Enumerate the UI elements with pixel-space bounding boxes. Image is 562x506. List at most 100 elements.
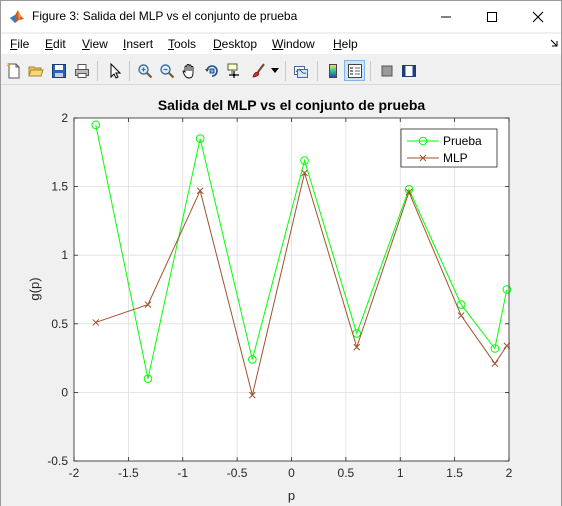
legend-icon	[347, 63, 362, 78]
legend-prueba-label: Prueba	[443, 134, 482, 148]
legend[interactable]: Prueba MLP	[400, 128, 498, 168]
series-mlp-point	[196, 187, 204, 195]
brush-button[interactable]	[247, 60, 268, 81]
link-plot-button[interactable]	[290, 60, 311, 81]
series-prueba-point	[456, 300, 466, 309]
zoom-out-icon	[159, 63, 174, 78]
menu-bar: File Edit View Insert Tools Desktop Wind…	[1, 34, 561, 54]
legend-prueba-marker	[418, 136, 428, 146]
matlab-logo-icon	[9, 8, 25, 24]
legend-box	[400, 128, 498, 168]
x-tick-label: 1.5	[446, 466, 463, 480]
series-mlp-point	[457, 312, 465, 319]
rotate-3d-icon	[204, 64, 218, 77]
minimize-button[interactable]	[423, 1, 469, 32]
series-prueba-point	[143, 374, 153, 383]
menu-insert[interactable]: Insert	[123, 37, 154, 51]
zoom-out-button[interactable]	[156, 60, 177, 81]
toolbar-separator	[317, 61, 318, 81]
toolbar-separator	[370, 61, 371, 81]
edit-plot-button[interactable]	[104, 60, 125, 81]
series-layer	[91, 120, 512, 399]
axis-ticks: -2 -1.5 -1 -0.5 0 0.5 1 1.5 2 -0.5 0 0.5 1 1.5 2	[47, 111, 512, 480]
y-tick-label: 2	[61, 111, 68, 125]
plot-title: Salida del MLP vs el conjunto de prueba	[158, 97, 426, 113]
hide-plot-tools-button[interactable]	[376, 60, 397, 81]
series-mlp-point	[92, 319, 100, 326]
open-file-button[interactable]	[25, 60, 46, 81]
x-tick-label: 2	[506, 466, 513, 480]
maximize-icon	[487, 11, 497, 22]
series-prueba-point	[502, 285, 512, 294]
menu-window[interactable]: Window	[272, 37, 315, 51]
window-title: Figure 3: Salida del MLP vs el conjunto …	[32, 9, 298, 23]
figure-toolbar	[1, 57, 561, 85]
brush-dropdown-icon	[271, 67, 279, 73]
data-cursor-button[interactable]	[224, 60, 245, 81]
show-plot-tools-button[interactable]	[398, 60, 419, 81]
close-icon	[532, 11, 544, 22]
series-mlp-point	[248, 391, 256, 399]
y-tick-label: 0.5	[51, 317, 68, 331]
menu-help[interactable]: Help	[333, 37, 358, 51]
series-mlp-point	[301, 169, 308, 177]
series-mlp-point	[144, 301, 152, 308]
y-axis-label: g(p)	[27, 277, 42, 300]
new-figure-button[interactable]	[3, 60, 24, 81]
maximize-button[interactable]	[469, 1, 515, 32]
legend-mlp-label: MLP	[443, 151, 468, 165]
link-plot-icon	[293, 65, 308, 78]
save-button[interactable]	[48, 60, 69, 81]
menu-file[interactable]: File	[10, 37, 30, 51]
series-mlp-line	[95, 170, 508, 396]
x-tick-label: -0.5	[227, 466, 248, 480]
menu-tools[interactable]: Tools	[168, 37, 197, 51]
x-tick-label: -2	[69, 466, 80, 480]
close-button[interactable]	[515, 1, 561, 32]
x-tick-label: -1.5	[118, 466, 139, 480]
series-mlp-point	[353, 343, 361, 351]
print-button[interactable]	[71, 60, 92, 81]
series-mlp-point	[405, 188, 413, 196]
x-tick-label: 0.5	[338, 466, 355, 480]
zoom-in-button[interactable]	[134, 60, 155, 81]
y-tick-label: -0.5	[47, 454, 68, 468]
x-tick-label: -1	[177, 466, 188, 480]
open-file-icon	[27, 66, 44, 76]
y-tick-label: 0	[61, 385, 68, 399]
series-prueba-point	[248, 355, 257, 364]
menu-desktop[interactable]: Desktop	[213, 37, 258, 51]
legend-button[interactable]	[344, 60, 365, 81]
series-prueba-point	[490, 344, 500, 353]
menu-view[interactable]: View	[82, 37, 108, 51]
menu-edit[interactable]: Edit	[45, 37, 66, 51]
x-tick-label: 1	[397, 466, 404, 480]
new-figure-icon	[6, 62, 19, 78]
pan-hand-icon	[182, 63, 193, 78]
legend-mlp-marker	[419, 154, 427, 162]
pan-button[interactable]	[178, 60, 199, 81]
brush-icon	[252, 62, 265, 77]
title-bar[interactable]: Figure 3: Salida del MLP vs el conjunto …	[1, 1, 561, 32]
x-tick-label: 0	[288, 466, 295, 480]
zoom-in-icon	[137, 63, 152, 78]
show-plot-tools-icon	[401, 64, 416, 77]
menu-overflow-arrow-icon[interactable]	[549, 38, 559, 48]
brush-dropdown-button[interactable]	[269, 60, 281, 81]
toolbar-separator	[285, 61, 286, 81]
series-mlp-point	[491, 360, 499, 367]
figure-canvas[interactable]: -2 -1.5 -1 -0.5 0 0.5 1 1.5 2 -0.5 0 0.5 1 1.5 2 Salid…	[1, 86, 561, 506]
series-prueba-point	[195, 134, 205, 143]
minimize-icon	[441, 16, 451, 17]
toolbar-separator	[97, 61, 98, 81]
plot-svg: -2 -1.5 -1 -0.5 0 0.5 1 1.5 2 -0.5 0 0.5 1 1.5 2 Salid…	[27, 97, 513, 503]
rotate-3d-button[interactable]	[201, 60, 222, 81]
save-icon	[51, 63, 66, 78]
colorbar-icon	[328, 63, 337, 78]
colorbar-button[interactable]	[322, 60, 343, 81]
hide-plot-tools-icon	[381, 65, 392, 76]
x-axis-label: p	[288, 488, 295, 503]
print-icon	[74, 63, 89, 78]
y-tick-label: 1.5	[51, 180, 68, 194]
